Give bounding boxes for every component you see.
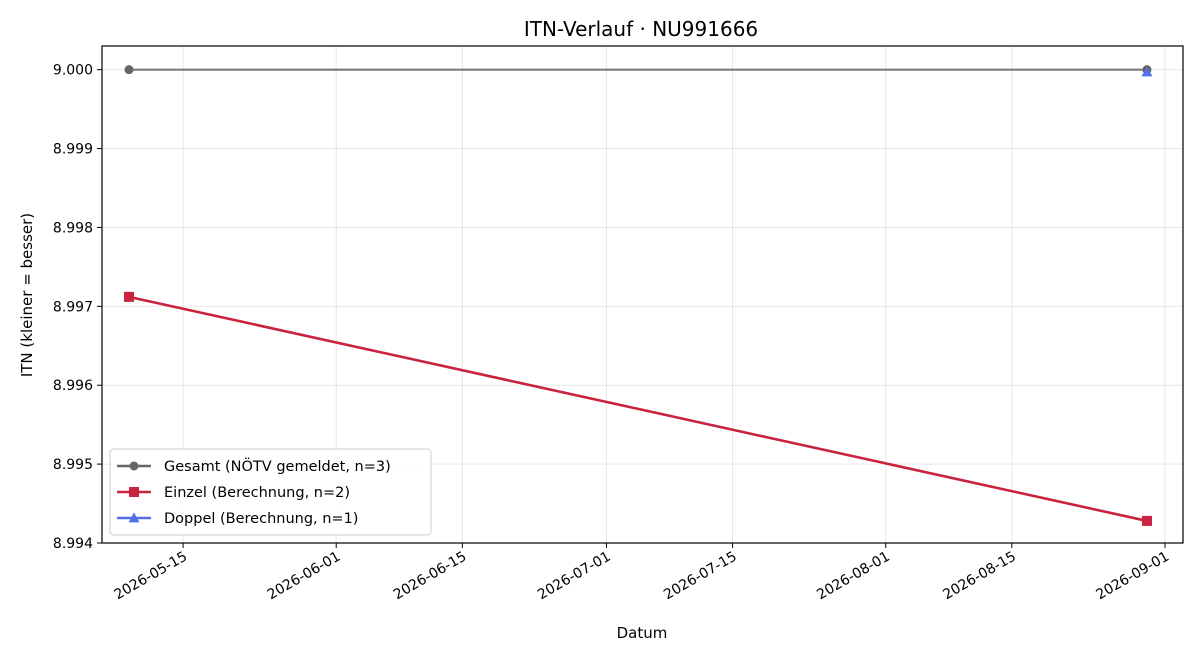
chart-title: ITN-Verlauf · NU991666 [524, 17, 758, 41]
plot-area [101, 45, 1184, 544]
data-point [124, 65, 134, 75]
y-tick-label: 8.995 [53, 457, 93, 473]
legend: Gesamt (NÖTV gemeldet, n=3) Einzel (Berec… [109, 448, 432, 536]
series-line [128, 295, 1148, 523]
y-tick-label: 8.998 [53, 220, 93, 236]
series-1 [124, 65, 1152, 75]
x-tick-label: 2026-07-01 [535, 549, 613, 604]
x-tick-label: 2026-09-01 [1094, 549, 1172, 604]
x-tick-label: 2026-07-15 [661, 549, 739, 604]
grid [102, 46, 1183, 544]
data-point [1141, 515, 1152, 526]
y-axis-label: ITN (kleiner = besser) [18, 213, 36, 377]
x-tick-label: 2026-06-15 [391, 549, 469, 604]
x-tick-label: 2026-08-15 [940, 549, 1018, 604]
y-tick-label: 8.999 [53, 142, 93, 158]
y-tick-label: 9.000 [53, 63, 93, 79]
series-2 [124, 291, 1152, 526]
legend-label: Einzel (Berechnung, n=2) [164, 485, 350, 501]
x-tick-label: 2026-08-01 [814, 549, 892, 604]
y-tick-label: 8.994 [53, 536, 93, 552]
legend-label: Gesamt (NÖTV gemeldet, n=3) [164, 457, 391, 475]
series-3 [1141, 66, 1153, 77]
legend-box [109, 448, 432, 536]
series-layer [124, 65, 1153, 526]
x-axis-label: Datum [617, 624, 668, 642]
legend-item: Doppel (Berechnung, n=1) [117, 511, 358, 527]
y-tick-label: 8.996 [53, 378, 93, 394]
legend-item: Gesamt (NÖTV gemeldet, n=3) [117, 457, 391, 475]
data-point [124, 291, 135, 302]
legend-marker [129, 461, 139, 471]
x-tick-label: 2026-05-15 [112, 549, 190, 604]
legend-item: Einzel (Berechnung, n=2) [117, 485, 350, 501]
y-tick-label: 8.997 [53, 299, 93, 315]
legend-label: Doppel (Berechnung, n=1) [164, 511, 358, 527]
legend-marker [128, 512, 140, 523]
legend-marker [129, 487, 139, 497]
data-point [1141, 66, 1153, 77]
x-tick-label: 2026-06-01 [265, 549, 343, 604]
